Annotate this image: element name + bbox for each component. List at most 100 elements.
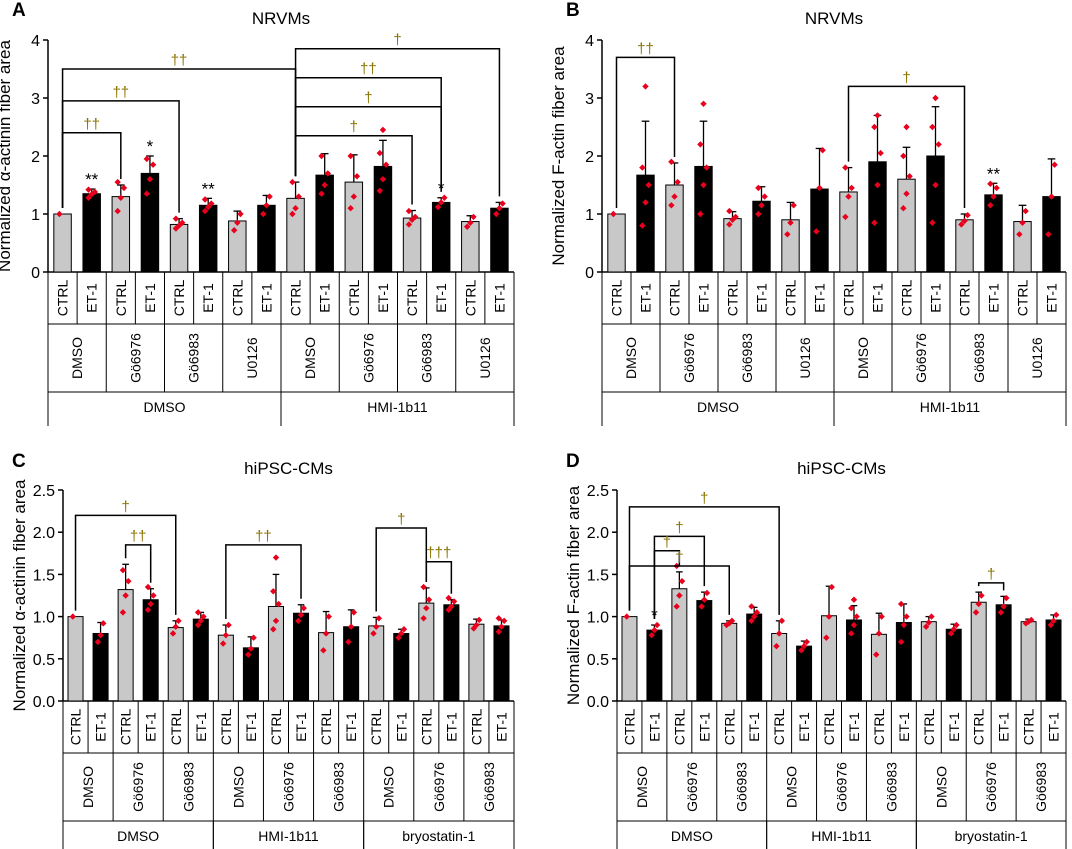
data-point bbox=[398, 630, 405, 637]
bar-ctrl bbox=[621, 616, 638, 702]
data-point bbox=[922, 623, 930, 630]
dagger-label: † bbox=[987, 566, 995, 583]
treatment-label: Gö6976 bbox=[130, 762, 146, 812]
data-point bbox=[347, 152, 354, 160]
data-point bbox=[900, 205, 907, 212]
chart-title: NRVMs bbox=[252, 9, 310, 28]
data-point bbox=[798, 647, 805, 654]
dagger-label: † bbox=[364, 90, 372, 107]
et1-label: ET-1 bbox=[946, 712, 962, 742]
data-point bbox=[1050, 617, 1057, 625]
comparison-bracket bbox=[74, 514, 177, 615]
dagger-label: † bbox=[663, 534, 671, 551]
data-point bbox=[114, 178, 121, 186]
ctrl-label: CTRL bbox=[168, 709, 184, 746]
base-label: DMSO bbox=[697, 399, 739, 415]
data-point bbox=[700, 181, 707, 189]
et1-label: ET-1 bbox=[754, 283, 770, 313]
data-point bbox=[877, 149, 884, 157]
treatment-label: Gö6983 bbox=[883, 762, 899, 812]
bar-ctrl bbox=[53, 213, 72, 273]
bar-ctrl bbox=[607, 213, 626, 273]
data-point bbox=[825, 613, 833, 620]
ctrl-label: CTRL bbox=[899, 280, 915, 317]
data-point bbox=[175, 222, 183, 229]
data-point bbox=[871, 219, 878, 226]
comparison-bracket bbox=[294, 134, 413, 205]
y-tick-label: 0 bbox=[31, 265, 40, 282]
et1-label: ET-1 bbox=[493, 712, 509, 742]
bar-et1 bbox=[257, 204, 276, 273]
dagger-label: † bbox=[700, 490, 708, 507]
data-point bbox=[842, 213, 849, 221]
ctrl-label: CTRL bbox=[368, 709, 384, 746]
et1-label: ET-1 bbox=[433, 283, 449, 313]
data-point bbox=[324, 170, 332, 177]
bar-ctrl bbox=[920, 621, 937, 702]
data-point bbox=[275, 600, 282, 608]
base-label: HMI-1b11 bbox=[258, 828, 319, 844]
y-tick-label: 0.0 bbox=[587, 694, 609, 711]
data-point bbox=[703, 164, 710, 171]
data-point bbox=[755, 184, 762, 192]
data-point bbox=[125, 577, 132, 585]
y-tick-label: 1.0 bbox=[587, 610, 609, 627]
data-point bbox=[678, 577, 686, 585]
dagger-label: † bbox=[902, 69, 910, 86]
treatment-label: Gö6983 bbox=[1033, 762, 1049, 812]
et1-label: ET-1 bbox=[84, 283, 100, 313]
bar-et1 bbox=[293, 612, 310, 702]
data-point bbox=[903, 190, 910, 197]
et1-label: ET-1 bbox=[796, 712, 812, 742]
bar-et1 bbox=[1045, 619, 1062, 702]
dagger-label: †† bbox=[83, 116, 100, 133]
chart-title: NRVMs bbox=[805, 9, 863, 28]
data-point bbox=[448, 603, 455, 610]
et1-label: ET-1 bbox=[1046, 712, 1062, 742]
data-point bbox=[204, 203, 212, 211]
data-point bbox=[726, 221, 733, 228]
y-tick-label: 2.0 bbox=[587, 525, 609, 542]
data-point bbox=[147, 600, 154, 608]
bar-et1 bbox=[945, 628, 962, 702]
data-point bbox=[467, 219, 474, 226]
bar-et1 bbox=[995, 604, 1012, 702]
data-point bbox=[295, 193, 302, 200]
et1-label: ET-1 bbox=[317, 283, 333, 313]
data-point bbox=[85, 194, 92, 201]
data-point bbox=[441, 194, 448, 201]
comparison-bracket bbox=[61, 132, 122, 208]
data-point bbox=[120, 184, 128, 192]
data-point bbox=[648, 631, 655, 639]
data-point bbox=[900, 152, 907, 160]
ctrl-label: CTRL bbox=[1015, 280, 1031, 317]
dagger-label: †† bbox=[360, 61, 377, 78]
comparison-bracket bbox=[847, 85, 966, 208]
data-point bbox=[450, 598, 458, 605]
chart-title: hiPSC-CMs bbox=[797, 459, 886, 478]
data-point bbox=[179, 219, 186, 226]
ctrl-label: CTRL bbox=[113, 280, 129, 317]
bar-ctrl bbox=[402, 217, 422, 273]
ctrl-label: CTRL bbox=[346, 280, 362, 317]
et1-label: ET-1 bbox=[93, 712, 109, 742]
ctrl-label: CTRL bbox=[921, 709, 937, 746]
et1-label: ET-1 bbox=[928, 283, 944, 313]
treatment-label: DMSO bbox=[855, 337, 871, 379]
data-point bbox=[875, 630, 883, 637]
data-point bbox=[405, 207, 413, 215]
et1-label: ET-1 bbox=[258, 283, 274, 313]
data-point bbox=[370, 630, 377, 637]
data-point bbox=[219, 640, 227, 647]
data-point bbox=[850, 621, 858, 629]
data-point bbox=[143, 155, 150, 163]
treatment-label: DMSO bbox=[634, 766, 650, 808]
ctrl-label: CTRL bbox=[171, 280, 187, 317]
ctrl-label: CTRL bbox=[468, 709, 484, 746]
base-label: bryostatin-1 bbox=[955, 828, 1028, 844]
data-point bbox=[651, 626, 658, 634]
data-point bbox=[703, 589, 711, 597]
data-point bbox=[753, 609, 761, 616]
